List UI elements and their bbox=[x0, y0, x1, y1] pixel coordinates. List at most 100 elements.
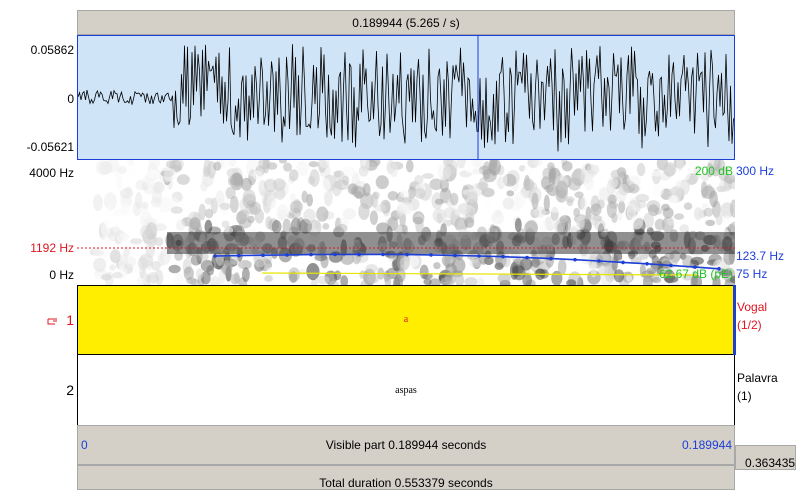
spectral-blob bbox=[684, 202, 692, 210]
spectral-blob bbox=[363, 183, 371, 196]
spectral-blob bbox=[275, 187, 286, 200]
spectral-blob bbox=[109, 264, 115, 270]
selection-bar[interactable]: 0.189944 (5.265 / s) bbox=[77, 10, 735, 35]
spectral-blob bbox=[93, 258, 106, 272]
pitch-point bbox=[261, 253, 265, 257]
spectral-blob bbox=[290, 200, 303, 213]
spectral-blob bbox=[112, 272, 122, 279]
spectral-blob bbox=[611, 213, 617, 224]
spectral-blob bbox=[342, 176, 349, 186]
spectral-blob bbox=[450, 193, 459, 206]
spectral-blob bbox=[242, 267, 250, 282]
pitch-point bbox=[573, 258, 577, 262]
spectral-blob bbox=[676, 180, 690, 189]
tier-1[interactable]: a bbox=[77, 285, 735, 355]
spectral-blob bbox=[171, 206, 183, 213]
spectral-blob bbox=[464, 217, 474, 228]
spectral-blob bbox=[309, 169, 319, 187]
spectral-blob bbox=[723, 215, 731, 224]
spectral-blob bbox=[184, 267, 194, 281]
spectral-blob bbox=[116, 178, 123, 189]
spectral-blob bbox=[406, 160, 414, 173]
spectral-blob bbox=[478, 277, 485, 285]
spectral-blob bbox=[359, 270, 366, 278]
intensity-top: 200 dB bbox=[600, 164, 733, 178]
waveform-panel[interactable] bbox=[77, 35, 735, 160]
spectral-blob bbox=[501, 174, 507, 187]
spectral-blob bbox=[694, 207, 703, 220]
visible-part-bar[interactable]: 0 Visible part 0.189944 seconds 0.189944 bbox=[77, 425, 735, 465]
spectral-blob bbox=[479, 253, 488, 265]
spectral-blob bbox=[609, 202, 618, 209]
praat-editor: 0.189944 (5.265 / s) 0.05862 0 -0.05621 … bbox=[0, 0, 796, 490]
spectral-blob bbox=[562, 161, 573, 171]
spectral-blob bbox=[523, 178, 534, 190]
selection-duration: 0.189944 (5.265 / s) bbox=[78, 16, 734, 30]
spectral-blob bbox=[177, 174, 190, 185]
spectral-blob bbox=[468, 190, 478, 200]
spectral-blob bbox=[98, 236, 111, 252]
tier-1-interval-text: a bbox=[78, 314, 734, 325]
spectral-blob bbox=[101, 220, 110, 237]
pitch-point bbox=[597, 259, 601, 263]
spectral-blob bbox=[147, 170, 159, 179]
spectral-blob bbox=[704, 208, 714, 217]
spectral-blob bbox=[503, 197, 514, 209]
tier-1-count: (1/2) bbox=[737, 318, 762, 332]
spectral-blob bbox=[435, 199, 444, 205]
spectral-blob bbox=[515, 218, 522, 232]
spectral-blob bbox=[309, 161, 319, 167]
spectral-blob bbox=[174, 273, 184, 286]
spectral-blob bbox=[130, 238, 142, 244]
intensity-value: 62.67 dB (pE) bbox=[560, 267, 733, 281]
spectral-blob bbox=[370, 210, 378, 225]
spectral-blob bbox=[355, 191, 363, 199]
spectral-blob bbox=[229, 160, 236, 167]
window-end-bar[interactable]: 0.363435 bbox=[735, 445, 796, 470]
spectral-blob bbox=[400, 190, 410, 198]
spectral-blob bbox=[135, 180, 147, 190]
spectral-blob bbox=[162, 256, 170, 265]
spectral-blob bbox=[272, 220, 282, 233]
spectral-blob bbox=[716, 186, 726, 192]
spectral-blob bbox=[205, 209, 213, 219]
spectral-blob bbox=[336, 224, 347, 233]
spectral-blob bbox=[709, 191, 718, 208]
waveform-min: -0.05621 bbox=[0, 140, 74, 154]
spectral-blob bbox=[255, 209, 264, 224]
spectral-blob bbox=[316, 276, 329, 285]
spectral-blob bbox=[433, 262, 440, 269]
spectral-blob bbox=[129, 168, 140, 176]
spectral-blob bbox=[691, 257, 704, 265]
pitch-point bbox=[477, 254, 481, 258]
spectral-blob bbox=[414, 175, 423, 185]
spectral-blob bbox=[359, 166, 369, 177]
spectral-blob bbox=[668, 195, 679, 204]
spectral-blob bbox=[229, 176, 242, 185]
pitch-point bbox=[645, 262, 649, 266]
spectral-blob bbox=[619, 184, 629, 195]
spectral-blob bbox=[485, 200, 491, 211]
spectral-blob bbox=[415, 188, 426, 199]
spectral-blob bbox=[332, 180, 342, 196]
spectral-blob bbox=[196, 268, 203, 279]
spectral-blob bbox=[230, 196, 239, 213]
total-duration-bar[interactable]: Total duration 0.553379 seconds bbox=[77, 465, 735, 490]
spectrogram-bottom-freq: 0 Hz bbox=[0, 268, 74, 282]
spectral-blob bbox=[568, 178, 581, 191]
spectral-blob bbox=[513, 258, 524, 266]
spectral-blob bbox=[655, 219, 665, 231]
spectral-blob bbox=[220, 203, 231, 210]
spectral-blob bbox=[302, 191, 308, 203]
spectral-blob bbox=[121, 202, 129, 216]
spectral-blob bbox=[627, 203, 636, 219]
tier-2-interval-text: aspas bbox=[78, 385, 734, 396]
spectral-blob bbox=[358, 203, 369, 220]
spectral-blob bbox=[544, 195, 550, 212]
spectral-blob bbox=[560, 215, 571, 224]
spectral-blob bbox=[189, 217, 200, 230]
spectral-blob bbox=[289, 169, 299, 181]
tier-2[interactable]: aspas bbox=[77, 355, 735, 425]
pitch-point bbox=[501, 255, 505, 259]
spectral-blob bbox=[127, 160, 134, 166]
